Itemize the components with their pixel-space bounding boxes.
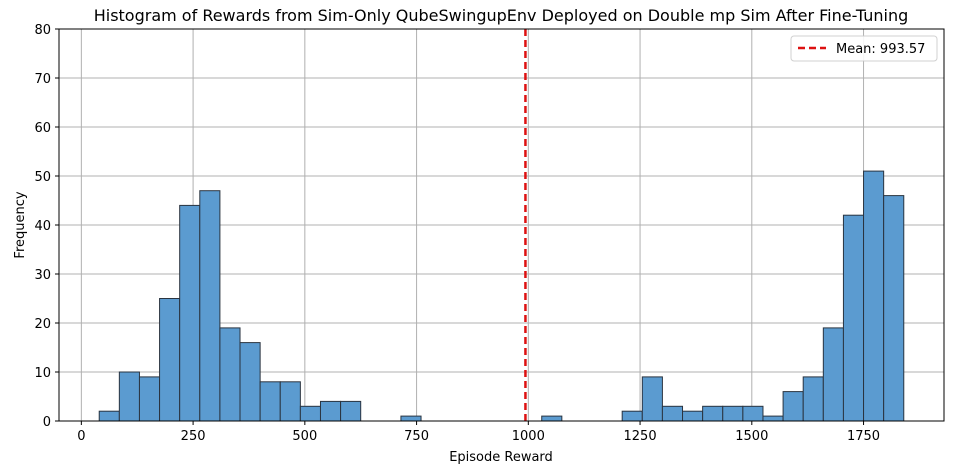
x-tick-label: 1750 (847, 429, 880, 444)
histogram-bar (621, 410, 643, 422)
x-axis-label: Episode Reward (449, 450, 553, 465)
histogram-bar (179, 204, 201, 422)
histogram-bar (722, 405, 744, 422)
histogram-bar (138, 376, 161, 422)
histogram-bar (802, 376, 824, 422)
y-tick-label: 0 (43, 415, 51, 430)
legend-mean-label: Mean: 993.57 (836, 42, 925, 57)
histogram-bar (98, 410, 120, 422)
histogram-bar (259, 381, 281, 422)
histogram-bar (239, 342, 261, 422)
y-tick-label: 60 (34, 121, 51, 136)
x-tick-label: 250 (181, 429, 206, 444)
x-tick-label: 0 (77, 429, 85, 444)
y-tick-label: 40 (34, 219, 51, 234)
legend: Mean: 993.57 (790, 35, 938, 62)
histogram-bar (279, 381, 301, 422)
y-tick-label: 30 (34, 268, 51, 283)
y-axis-label: Frequency (13, 191, 28, 258)
histogram-bar (883, 195, 905, 422)
y-tick-label: 70 (34, 72, 51, 87)
histogram-bar (742, 405, 764, 422)
histogram-bar (762, 415, 784, 422)
y-tick-label: 20 (34, 317, 51, 332)
y-tick-label: 80 (34, 23, 51, 38)
x-tick-label: 500 (292, 429, 317, 444)
y-axis-ticks: 0 10 20 30 40 50 60 70 80 (34, 23, 59, 430)
histogram-bar (541, 415, 563, 422)
histogram-bar (842, 214, 865, 422)
x-tick-label: 1000 (512, 429, 545, 444)
histogram-bar (319, 400, 342, 422)
histogram-bar (159, 298, 181, 422)
histogram-bar (199, 190, 221, 422)
x-axis-ticks: 0 250 500 750 1000 1250 1500 1750 (77, 421, 880, 444)
histogram-bar (782, 391, 804, 422)
histogram-bar (641, 376, 663, 422)
histogram-bar (219, 327, 241, 422)
legend-box (790, 35, 938, 62)
y-tick-label: 50 (34, 170, 51, 185)
histogram-bar (340, 400, 362, 422)
histogram-bar (661, 405, 684, 422)
chart-title: Histogram of Rewards from Sim-Only QubeS… (94, 6, 909, 25)
histogram-bar (299, 405, 321, 422)
histogram-bar (400, 415, 422, 422)
x-tick-label: 750 (404, 429, 429, 444)
y-tick-label: 10 (34, 366, 51, 381)
histogram-bar (822, 327, 844, 422)
histogram-bar (682, 410, 704, 422)
x-tick-label: 1500 (735, 429, 768, 444)
histogram-bar (118, 371, 140, 422)
histogram-bar (702, 405, 724, 422)
histogram-bars (98, 170, 905, 422)
histogram-bar (863, 170, 885, 422)
x-tick-label: 1250 (624, 429, 657, 444)
